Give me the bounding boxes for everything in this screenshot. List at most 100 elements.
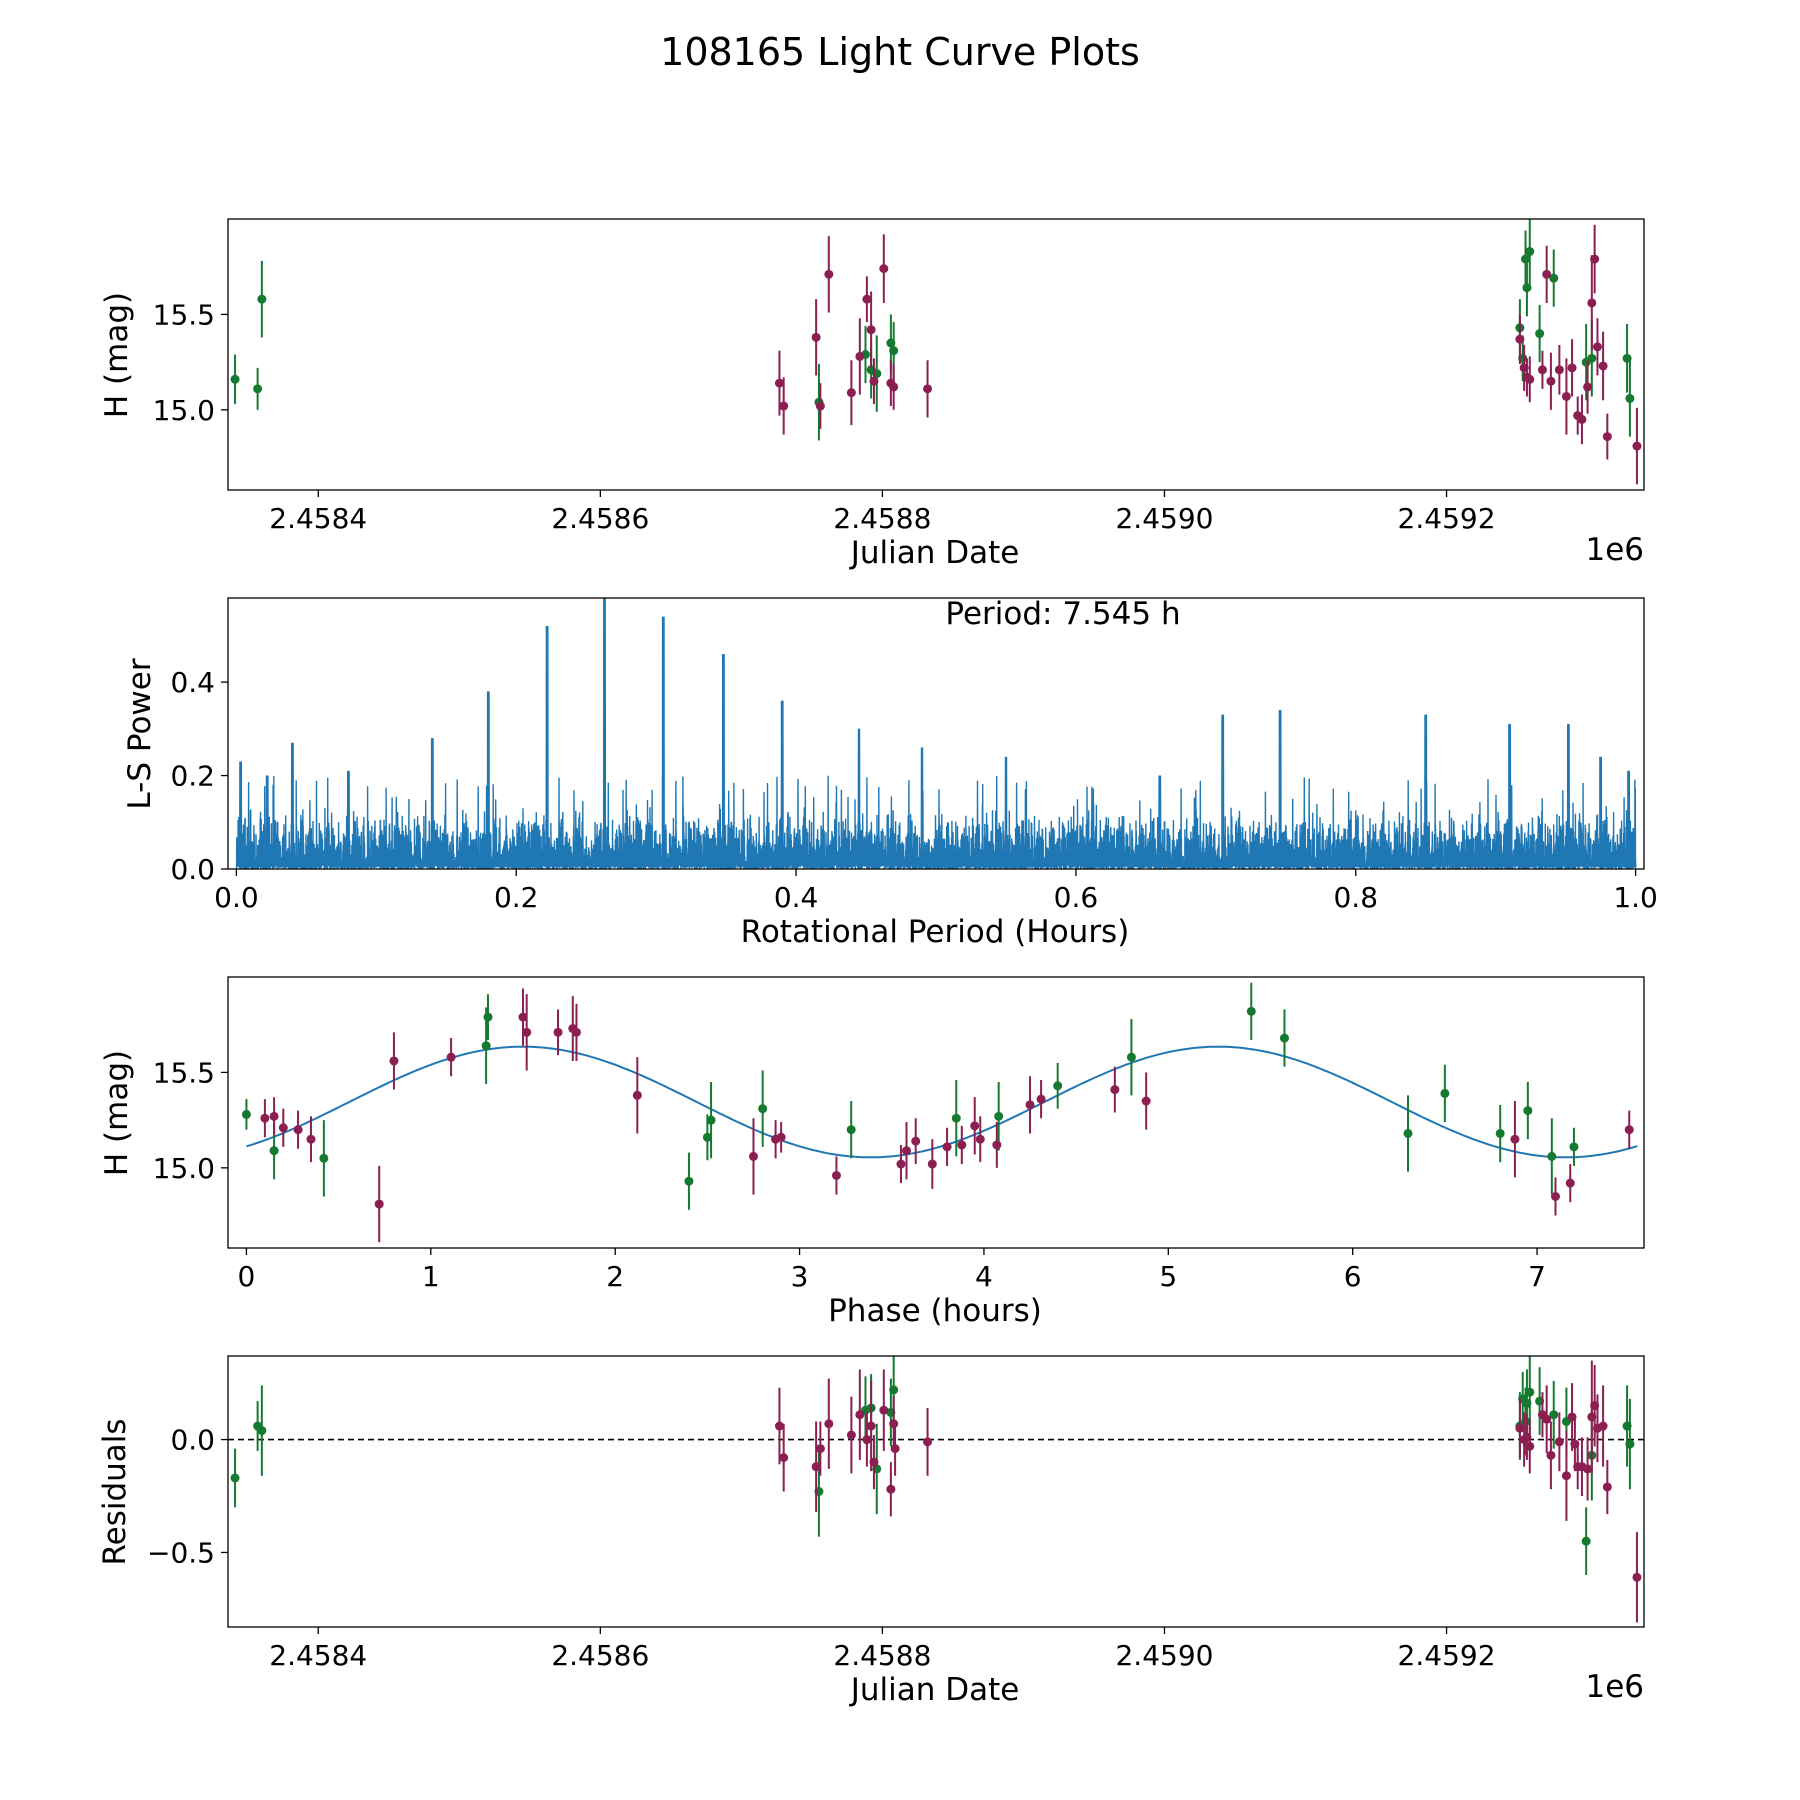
green-point [1625,1439,1635,1449]
maroon-point [779,401,789,411]
maroon-point [1515,1423,1525,1433]
green-point [483,1012,493,1022]
ytick-label: 15.0 [153,1152,215,1185]
maroon-point [811,1462,821,1472]
maroon-point [1551,1191,1560,1201]
maroon-point [890,1444,900,1454]
maroon-point [862,294,872,304]
maroon-point [855,1410,865,1420]
maroon-point [1561,1471,1571,1481]
xtick-label: 1.0 [1613,881,1658,914]
green-point [253,384,263,394]
maroon-point [306,1134,316,1144]
maroon-point [1542,269,1552,279]
maroon-point [1542,1414,1552,1424]
maroon-point [1554,1437,1564,1447]
green-point [1535,329,1545,339]
residuals-offset-text: 1e6 [1585,1669,1644,1705]
maroon-point [831,1170,841,1180]
maroon-point [374,1199,384,1209]
maroon-point [866,1421,876,1431]
maroon-point [293,1125,303,1135]
maroon-point [846,388,856,398]
maroon-point [1554,365,1564,375]
residuals-frame [227,1355,1645,1628]
ytick-label: 0.2 [170,760,215,793]
xtick-label: 0 [238,1260,256,1293]
ytick-label: 0.4 [170,666,215,699]
xtick-label: 2.4592 [1398,502,1496,535]
xtick-label: 2.4588 [833,502,931,535]
maroon-point [1537,365,1547,375]
maroon-point [774,1421,784,1431]
ytick-label: 15.5 [153,1056,215,1089]
periodogram-ticks: 0.0 0.2 0.4 0.6 0.8 1.0 0.0 0.2 0.4 [170,666,1657,914]
green-point [889,346,899,356]
maroon-point [855,351,865,361]
green-point [1246,1006,1256,1016]
maroon-point [446,1052,456,1062]
periodogram-ylabel: L-S Power [122,658,158,809]
ytick-label: 15.0 [153,394,215,427]
green-point [758,1104,768,1114]
maroon-point [1602,432,1612,442]
maroon-point [869,1457,879,1467]
maroon-point [260,1113,270,1123]
maroon-point [992,1140,1002,1150]
maroon-point [1525,374,1535,384]
xtick-label: 2.4592 [1398,1639,1496,1672]
maroon-point [1567,363,1577,373]
maroon-point [1110,1085,1120,1095]
residuals-ticks: 2.4584 2.4586 2.4588 2.4590 2.4592 0.0 −0.5 [147,1424,1496,1672]
green-point [1525,1387,1535,1397]
maroon-point [902,1146,911,1156]
maroon-point [1583,1464,1593,1474]
lightcurve-plot-area [230,219,1642,485]
xtick-label: 0.0 [214,881,259,914]
maroon-point [824,269,834,279]
green-point [1547,1151,1557,1161]
maroon-point [1590,254,1600,264]
green-point [951,1113,961,1123]
green-point [269,1146,279,1156]
xtick-label: 2.4590 [1115,1639,1213,1672]
periodogram-frame [227,597,1645,870]
xtick-label: 4 [975,1260,993,1293]
xtick-label: 2.4586 [551,502,649,535]
maroon-point [889,382,899,392]
green-point [1279,1033,1289,1043]
maroon-point [889,1419,899,1429]
lightcurve-ylabel: H (mag) [99,292,135,418]
maroon-point [269,1111,279,1121]
green-point [1525,246,1535,256]
maroon-point [389,1056,399,1066]
maroon-point [869,376,879,386]
maroon-point [923,1437,933,1447]
xtick-label: 0.4 [774,881,819,914]
green-point [481,1041,491,1051]
xtick-label: 1 [422,1260,440,1293]
green-point [1549,273,1559,283]
maroon-point [1525,1441,1535,1451]
maroon-point [1515,334,1525,344]
green-point [702,1132,712,1142]
maroon-point [776,1132,786,1142]
maroon-point [923,384,933,394]
phased-ticks: 0 1 2 3 4 5 6 7 15.0 15.5 [153,1056,1546,1293]
ls-power-line [235,598,1637,869]
periodogram-plot-area [235,598,1637,869]
period-annotation: Period: 7.545 h [945,596,1180,632]
residuals-panel: 2.4584 2.4586 2.4588 2.4590 2.4592 0.0 −0.5 Ju… [97,1355,1645,1708]
green-point [846,1125,856,1135]
lightcurve-xlabel: Julian Date [849,535,1020,571]
green-point [684,1176,694,1186]
ytick-label: 15.5 [153,298,215,331]
figure-title: 108165 Light Curve Plots [660,30,1140,74]
maroon-point [811,332,821,342]
maroon-point [846,1430,856,1440]
xtick-label: 2 [606,1260,624,1293]
maroon-point [1598,1421,1608,1431]
residuals-ylabel: Residuals [97,1418,133,1565]
green-point [257,1426,267,1436]
